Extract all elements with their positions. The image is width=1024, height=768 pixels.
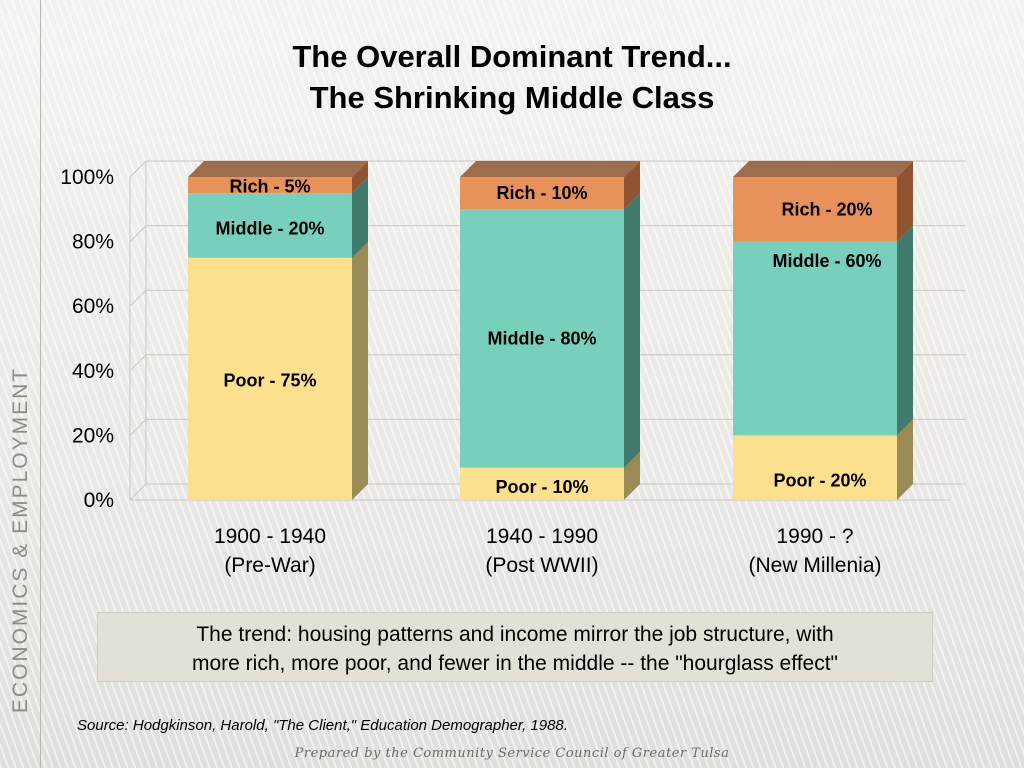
data-label-middle-0: Middle - 20%: [215, 219, 324, 239]
bar-top-0: [188, 161, 368, 177]
data-label-poor-0: Poor - 75%: [223, 370, 316, 390]
bar-rich-1: [460, 177, 624, 210]
stacked-bar-chart: 0% 20% 40% 60% 80% 100% Poor - 75% Middle - 20%…: [60, 160, 966, 577]
bar-side-rich-1: [624, 161, 640, 210]
x-tick-label: (New Millenia): [748, 554, 881, 577]
bar-rich-2: [733, 177, 897, 242]
data-label-rich-0: Rich - 5%: [229, 177, 310, 197]
bar-side-poor-1: [624, 451, 640, 500]
gridline-depth: [129, 289, 147, 307]
bar-poor-1: [460, 467, 624, 500]
trend-note-line1: The trend: housing patterns and income m…: [196, 623, 834, 646]
data-label-rich-2: Rich - 20%: [781, 199, 872, 219]
gridline-depth: [129, 225, 147, 242]
bar-side-rich-2: [897, 161, 913, 242]
x-tick-label: 1990 - ?: [776, 525, 853, 548]
bar-side-middle-0: [352, 177, 368, 258]
y-tick-label: 80%: [72, 231, 114, 254]
bar-middle-0: [188, 193, 352, 258]
y-tick-label: 0%: [84, 489, 114, 512]
left-divider: [40, 0, 41, 768]
gridline-depth: [129, 160, 147, 178]
gridline-depth: [129, 419, 147, 436]
y-tick-label: 100%: [60, 166, 114, 189]
y-tick-label: 60%: [72, 295, 114, 318]
gridline-depth: [129, 354, 147, 372]
bar-side-middle-2: [897, 225, 913, 436]
bar-middle-2: [733, 241, 897, 436]
bar-top-2: [733, 161, 913, 177]
y-tick-label: 20%: [72, 424, 114, 447]
gridline-depth: [129, 483, 147, 501]
x-tick-label: (Pre-War): [224, 554, 315, 577]
bar-rich-0: [188, 177, 352, 194]
bar-top-1: [460, 161, 640, 177]
x-tick-label: 1940 - 1990: [486, 525, 598, 548]
bar-side-poor-0: [352, 241, 368, 500]
footer-credit: Prepared by the Community Service Counci…: [294, 746, 730, 761]
data-label-middle-2: Middle - 60%: [772, 251, 881, 271]
trend-note: The trend: housing patterns and income m…: [97, 612, 933, 682]
data-label-rich-1: Rich - 10%: [496, 183, 587, 203]
y-tick-label: 40%: [72, 360, 114, 383]
source-citation: Source: Hodgkinson, Harold, "The Client,…: [77, 717, 568, 734]
slide-title-line2: The Shrinking Middle Class: [309, 80, 715, 115]
trend-note-line2: more rich, more poor, and fewer in the m…: [192, 652, 838, 675]
data-label-middle-1: Middle - 80%: [487, 329, 596, 349]
bar-poor-0: [188, 257, 352, 500]
bar-side-middle-1: [624, 193, 640, 468]
data-label-poor-1: Poor - 10%: [495, 477, 588, 497]
bar-side-poor-2: [897, 419, 913, 500]
bar-side-rich-0: [352, 161, 368, 194]
bar-middle-1: [460, 209, 624, 468]
data-label-poor-2: Poor - 20%: [773, 471, 866, 491]
x-tick-label: (Post WWII): [485, 554, 598, 577]
slide-title-line1: The Overall Dominant Trend...: [292, 39, 732, 74]
bar-poor-2: [733, 435, 897, 500]
x-tick-label: 1900 - 1940: [214, 525, 326, 548]
